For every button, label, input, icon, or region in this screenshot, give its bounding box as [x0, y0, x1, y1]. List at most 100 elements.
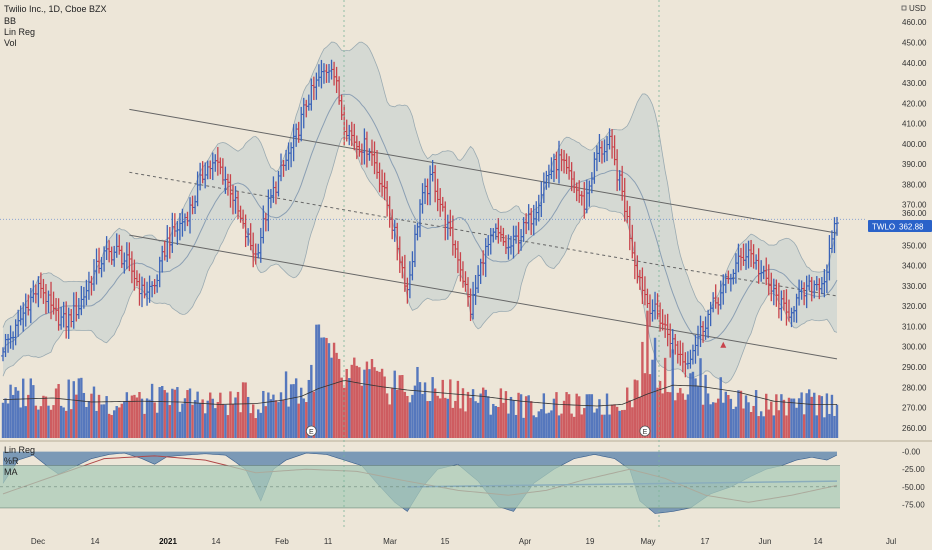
volume-bar [59, 405, 63, 438]
volume-bar [315, 324, 318, 438]
volume-bar [272, 394, 275, 438]
volume-bar [375, 370, 379, 438]
volume-bar [16, 390, 20, 438]
volume-bar [484, 389, 487, 438]
volume-bar [221, 404, 225, 438]
indicator-label-bb[interactable]: BB [4, 16, 16, 26]
volume-bar [818, 395, 821, 438]
volume-bar [431, 377, 434, 438]
price-badge-value: 362.88 [899, 223, 924, 232]
volume-bar [34, 405, 38, 438]
osc-label-percent-r[interactable]: %R [4, 456, 19, 466]
volume-bar [795, 407, 798, 438]
y-tick-label: 310.00 [902, 322, 927, 331]
volume-bar [113, 410, 116, 438]
volume-bar [610, 404, 614, 438]
volume-bar [590, 394, 594, 438]
volume-bar [411, 394, 414, 438]
volume-bar [787, 397, 791, 438]
volume-bar [701, 404, 705, 438]
y-tick-label: 280.00 [902, 383, 927, 392]
volume-bar [54, 388, 58, 438]
volume-bar [287, 406, 290, 438]
volume-bar [340, 377, 343, 438]
volume-bar [188, 388, 192, 438]
volume-bar [800, 392, 803, 438]
volume-bar [704, 374, 707, 438]
volume-ma-line [2, 379, 837, 407]
volume-bar [416, 366, 419, 438]
volume-bar [691, 371, 695, 438]
volume-bar [259, 412, 262, 438]
volume-bar [368, 369, 371, 438]
volume-bar [279, 392, 283, 438]
volume-bar [418, 382, 422, 438]
osc-label-linreg[interactable]: Lin Reg [4, 445, 35, 455]
chart-title: Twilio Inc., 1D, Cboe BZX [4, 4, 107, 14]
volume-bar [49, 409, 53, 438]
volume-bar [423, 382, 427, 438]
volume-bar [37, 409, 40, 438]
bb-upper [2, 41, 838, 328]
volume-bar [775, 394, 778, 438]
volume-bar [345, 368, 348, 438]
volume-bar [628, 400, 631, 438]
volume-bar [466, 391, 470, 438]
volume-bar [681, 393, 685, 438]
volume-bar [27, 394, 30, 438]
osc-tick-label: -50.00 [902, 483, 925, 492]
earnings-circle [305, 425, 317, 437]
volume-bar [246, 396, 250, 438]
volume-bar [605, 393, 609, 438]
x-tick-label: Dec [31, 537, 45, 546]
volume-bar [433, 388, 437, 438]
volume-bar [742, 408, 745, 438]
volume-bar [426, 401, 429, 438]
volume-bar [254, 418, 257, 438]
volume-bar [327, 343, 331, 438]
volume-bar [512, 400, 515, 438]
volume-bar [209, 392, 212, 438]
volume-bar [413, 385, 417, 438]
indicator-label-linreg[interactable]: Lin Reg [4, 27, 35, 37]
volume-bar [70, 409, 73, 438]
indicator-label-vol[interactable]: Vol [4, 38, 17, 48]
volume-bar [267, 392, 270, 438]
volume-bar [456, 380, 460, 438]
volume-bar [441, 379, 444, 438]
volume-bar [401, 375, 404, 438]
osc-label-ma[interactable]: MA [4, 467, 18, 477]
volume-bar [565, 392, 568, 438]
y-tick-label: 460.00 [902, 18, 927, 27]
volume-bar [792, 398, 796, 438]
volume-bar [658, 380, 662, 438]
volume-bar [312, 391, 316, 438]
volume-bar [524, 396, 528, 438]
volume-bar [469, 397, 472, 438]
volume-bar [537, 411, 540, 438]
volume-bar [729, 398, 733, 438]
volume-bar [449, 379, 452, 438]
volume-bar [767, 409, 770, 438]
x-tick-label: 15 [441, 537, 450, 546]
volume-bar [115, 406, 118, 438]
volume-bar [307, 379, 310, 438]
volume-bar [305, 402, 308, 438]
x-tick-label: Jun [759, 537, 772, 546]
volume-bar [274, 400, 278, 438]
volume-bar [118, 407, 121, 438]
volume-bar [282, 399, 285, 438]
volume-bar [373, 367, 376, 438]
volume-bar [643, 373, 647, 438]
volume-bar [717, 398, 720, 438]
volume-bar [229, 391, 232, 438]
volume-bar [479, 393, 482, 438]
price-badge [868, 220, 932, 232]
volume-bar [140, 398, 144, 438]
volume-bar [161, 385, 164, 438]
volume-bar [163, 390, 166, 438]
volume-bar [398, 375, 401, 438]
x-tick-label: Mar [383, 537, 397, 546]
